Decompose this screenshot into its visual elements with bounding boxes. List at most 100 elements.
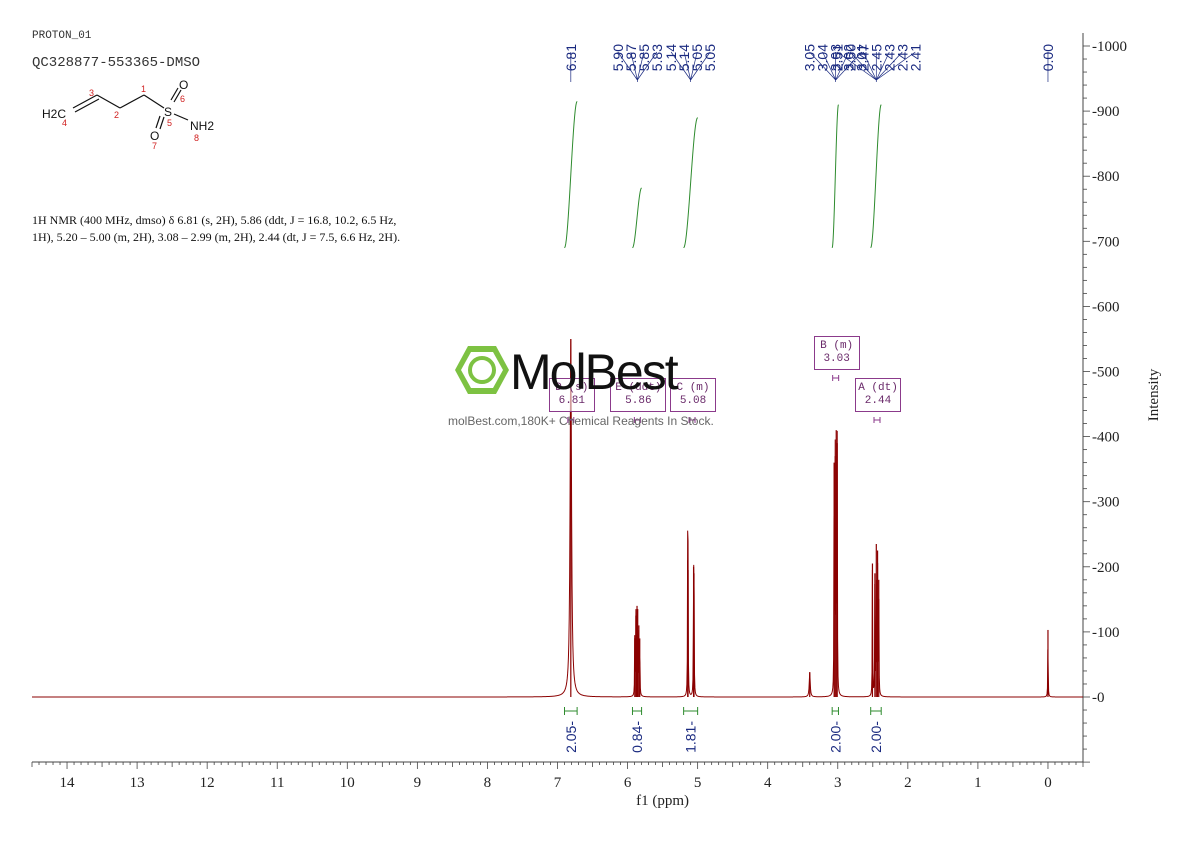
atom-s: S <box>164 105 172 119</box>
peak-label-line <box>835 51 862 81</box>
nmr-description: 1H NMR (400 MHz, dmso) δ 6.81 (s, 2H), 5… <box>32 213 401 244</box>
watermark-tagline: molBest.com,180K+ Chemical Reagents In S… <box>448 414 714 428</box>
integral-curve <box>683 117 699 249</box>
y-tick-label: -0 <box>1092 690 1105 706</box>
multiplet-label: C (m) <box>676 382 710 394</box>
x-tick-label: 11 <box>270 775 284 791</box>
multiplet-box: D (s) 6.81 <box>548 378 595 412</box>
integral-value: 2.00- <box>827 721 843 753</box>
benzene-logo-icon <box>455 346 509 394</box>
x-tick-label: 2 <box>904 775 912 791</box>
watermark-brand: MolBest <box>510 344 679 400</box>
peak-label: 3.01 <box>854 44 870 71</box>
peak-label: 5.83 <box>649 44 665 71</box>
peak-label: 2.41 <box>907 44 923 71</box>
atom-number: 1 <box>141 84 146 94</box>
y-tick-label: -200 <box>1092 560 1120 576</box>
peak-label: 2.50 <box>842 44 858 71</box>
peak-label: 5.90 <box>610 44 626 71</box>
peak-label: 3.05 <box>802 44 818 71</box>
peak-label-line <box>690 51 711 81</box>
integral-curve <box>870 104 882 249</box>
peak-label-line <box>822 51 836 81</box>
peak-label-line <box>637 51 658 81</box>
atom-number: 3 <box>89 88 94 98</box>
peak-label-line <box>670 51 691 81</box>
y-tick-label: -100 <box>1092 625 1120 641</box>
molecule-structure: H2C S O O NH2 1 2 3 4 5 6 7 8 <box>42 78 214 150</box>
peak-label: 2.51 <box>829 44 845 71</box>
x-tick-label: 4 <box>764 775 772 791</box>
y-tick-label: -700 <box>1092 234 1120 250</box>
atom-number: 8 <box>194 133 199 143</box>
x-tick-label: 9 <box>414 775 422 791</box>
atom-number: 5 <box>167 118 172 128</box>
y-tick-label: -600 <box>1092 299 1120 315</box>
peak-label-line <box>876 51 903 81</box>
peak-label-line <box>837 51 877 81</box>
multiplet-box: B (m) 3.03 <box>813 336 860 370</box>
peak-label: 2.45 <box>868 44 884 71</box>
sample-id: QC328877-553365-DMSO <box>32 55 201 71</box>
multiplet-box: E (ddt) 5.86 <box>610 378 667 412</box>
peak-label: 2.43 <box>881 44 897 71</box>
y-tick-label: -500 <box>1092 365 1120 381</box>
atom-o-bottom: O <box>150 129 159 143</box>
peak-label: 5.14 <box>663 44 679 71</box>
peak-label: 5.14 <box>676 44 692 71</box>
multiplet-label: D (s) <box>555 382 589 394</box>
y-tick-label: -300 <box>1092 495 1120 511</box>
integral-value: 2.05- <box>563 721 579 753</box>
integral-value: 2.00- <box>868 721 884 753</box>
peak-label: 0.00 <box>1040 44 1056 71</box>
atom-number: 7 <box>152 141 157 150</box>
peak-label-line <box>617 51 638 81</box>
multiplet-box: A (dt) 2.44 <box>855 378 901 412</box>
x-tick-label: 13 <box>130 775 145 791</box>
y-axis-label: Intensity <box>1146 368 1162 421</box>
peak-label: 5.85 <box>636 44 652 71</box>
peak-label: 5.87 <box>623 44 639 71</box>
multiplet-label: A (dt) <box>858 382 898 394</box>
integral-curve <box>831 104 839 248</box>
peak-label: 3.03 <box>828 44 844 71</box>
integral-curve <box>564 101 578 249</box>
x-tick-label: 14 <box>60 775 76 791</box>
peak-label-line <box>875 51 890 81</box>
integral-value: 0.84- <box>629 721 645 753</box>
sample-name: PROTON_01 <box>32 30 92 42</box>
peak-label: 2.47 <box>855 44 871 71</box>
atom-number: 6 <box>180 94 185 104</box>
multiplet-label: E (ddt) <box>615 382 662 394</box>
multiplet-value: 5.08 <box>679 395 707 407</box>
x-tick-label: 12 <box>200 775 215 791</box>
y-tick-label: -800 <box>1092 169 1120 185</box>
y-tick-label: -1000 <box>1092 39 1127 55</box>
peak-label: 5.05 <box>689 44 705 71</box>
atom-number: 4 <box>62 118 67 128</box>
peak-label: 5.05 <box>702 44 718 71</box>
peak-label: 6.81 <box>563 44 579 71</box>
multiplet-label: B (m) <box>820 340 854 352</box>
peak-label-line <box>876 51 916 81</box>
atom-o-top: O <box>179 78 188 92</box>
x-tick-label: 6 <box>624 775 632 791</box>
y-tick-label: -400 <box>1092 430 1120 446</box>
multiplet-value: 5.86 <box>625 395 652 407</box>
multiplet-value: 3.03 <box>823 353 850 365</box>
x-tick-label: 0 <box>1044 775 1052 791</box>
peak-label-line <box>809 51 836 81</box>
integral-value: 1.81- <box>683 721 699 753</box>
multiplet-box: C (m) 5.08 <box>670 378 717 412</box>
peak-label: 3.02 <box>841 44 857 71</box>
atom-nh2: NH2 <box>190 119 214 133</box>
x-tick-label: 1 <box>974 775 982 791</box>
x-tick-label: 10 <box>340 775 355 791</box>
peak-label-line <box>637 51 645 81</box>
integral-curve <box>632 187 642 249</box>
peak-label-line <box>683 51 691 81</box>
peak-label-line <box>862 51 877 81</box>
x-tick-label: 3 <box>834 775 842 791</box>
